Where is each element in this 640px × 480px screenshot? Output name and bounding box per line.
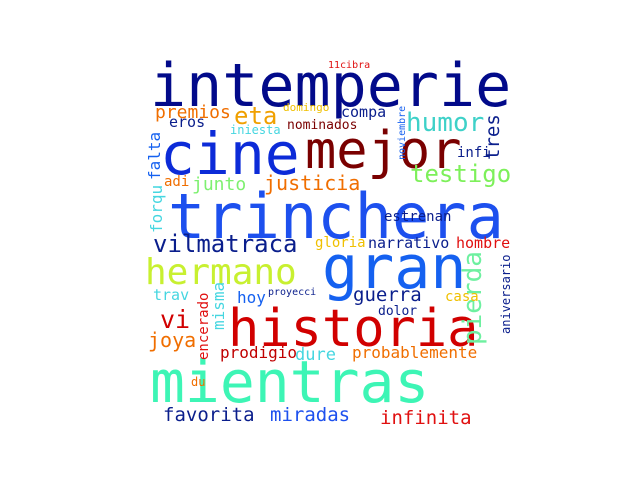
word-historia: historia (228, 299, 478, 359)
word-infi: infi (457, 145, 491, 161)
word-premios: premios (155, 102, 231, 123)
word-noviembre: noviembre (397, 106, 408, 160)
word-vi: vi (160, 305, 190, 334)
word-estrenan: estrenan (384, 209, 451, 225)
word-trinchera: trinchera (168, 180, 504, 253)
word-eta: eta (234, 102, 277, 130)
word-iniesta: iniesta (230, 123, 281, 137)
word-proyecci: proyecci (268, 287, 316, 298)
word-misma: misma (209, 282, 228, 330)
word-nominados: nominados (287, 118, 357, 133)
word-joya: joya (148, 328, 196, 352)
word-testigo: testigo (410, 160, 511, 188)
word-forqu: forqu (147, 185, 166, 233)
word-dolor: dolor (378, 304, 417, 319)
word-humor: humor (406, 108, 484, 138)
word-pierda: pierda (458, 251, 488, 345)
word-tres: tres (482, 114, 504, 160)
word-aniversario: aniversario (499, 255, 513, 334)
word-gloria: gloria (315, 235, 366, 251)
word-falta: falta (145, 132, 164, 180)
word-mejor: mejor (305, 121, 462, 181)
word-guerra: guerra (353, 284, 422, 306)
word-probablemente: probablemente (352, 343, 477, 362)
word-mientras: mientras (150, 348, 429, 416)
word-cine: cine (160, 120, 300, 188)
word-encerado: encerado (196, 293, 212, 360)
word-justicia: justicia (264, 171, 360, 195)
word-vilmatraca: vilmatraca (153, 230, 298, 258)
word-hermano: hermano (145, 252, 297, 293)
word-casa: casa (445, 289, 479, 305)
word-compa: compa (341, 103, 386, 121)
word-adi: adi (164, 174, 189, 190)
word-dure: dure (295, 345, 336, 365)
word-hoy: hoy (237, 288, 266, 307)
word-trav: trav (153, 286, 189, 304)
word-11cibra: 11cibra (328, 60, 370, 71)
word-narrativo: narrativo (368, 234, 449, 252)
word-intemperie: intemperie (150, 51, 511, 121)
word-prodigio: prodigio (220, 343, 297, 362)
word-miradas: miradas (270, 404, 350, 426)
word-eros: eros (169, 113, 205, 131)
word-infinita: infinita (380, 407, 472, 429)
word-domingo: domingo (283, 101, 329, 114)
word-junto: junto (192, 174, 246, 195)
word-du: du (191, 375, 205, 389)
word-gran: gran (322, 233, 467, 303)
word-hombre: hombre (456, 234, 510, 252)
word-favorita: favorita (163, 404, 255, 426)
